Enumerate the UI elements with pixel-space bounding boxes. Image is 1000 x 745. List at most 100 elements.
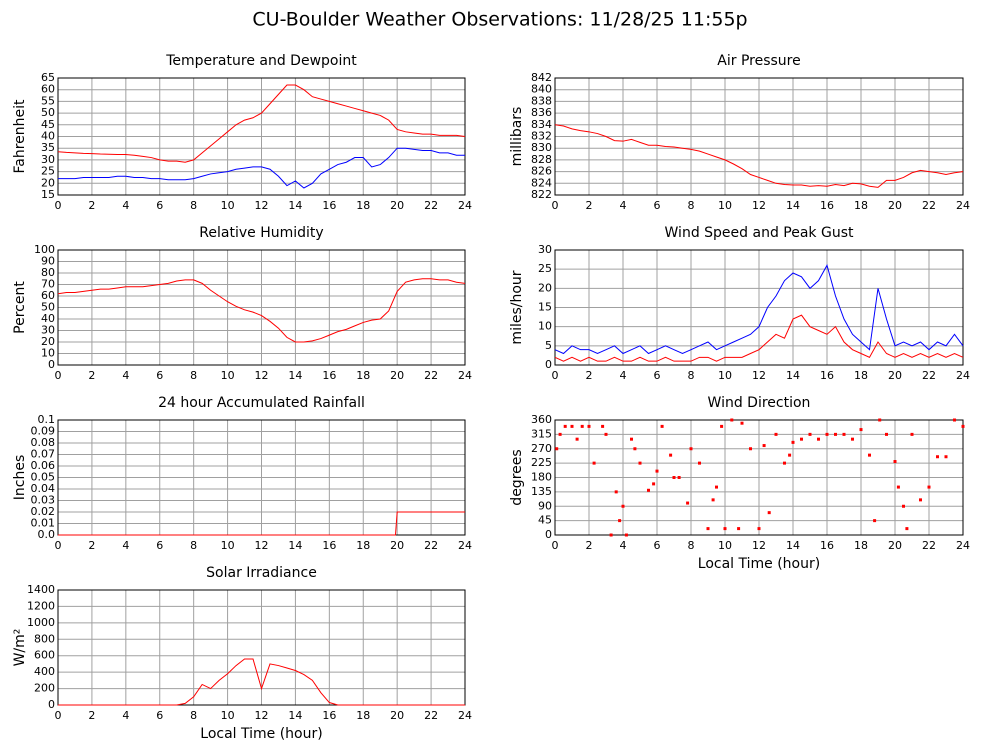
y-tick-label: 270: [531, 442, 552, 455]
x-tick-label: 18: [356, 539, 370, 552]
data-point: [677, 476, 681, 479]
x-tick-label: 6: [654, 199, 661, 212]
x-tick-label: 22: [424, 539, 438, 552]
x-tick-label: 4: [122, 539, 129, 552]
data-point: [859, 428, 863, 432]
data-point: [944, 455, 948, 459]
x-tick-label: 8: [190, 709, 197, 722]
x-tick-label: 18: [356, 709, 370, 722]
data-point: [655, 469, 659, 473]
y-tick-label: 822: [531, 188, 552, 201]
data-point: [669, 453, 673, 457]
data-line: [58, 147, 465, 189]
y-axis-label: W/m²: [12, 629, 28, 667]
data-line: [58, 658, 465, 706]
x-tick-label: 8: [688, 539, 695, 552]
x-tick-label: 8: [190, 369, 197, 382]
x-tick-label: 24: [956, 199, 970, 212]
x-tick-label: 12: [255, 199, 269, 212]
y-tick-label: 45: [41, 118, 55, 131]
x-tick-label: 2: [586, 199, 593, 212]
data-point: [817, 437, 820, 441]
data-point: [698, 461, 701, 465]
data-point: [624, 533, 628, 537]
x-axis-label: Local Time (hour): [698, 556, 820, 572]
x-tick-label: 8: [190, 199, 197, 212]
x-tick-label: 0: [55, 709, 62, 722]
x-axis-label: Local Time (hour): [200, 726, 322, 742]
x-tick-label: 4: [620, 199, 627, 212]
x-tick-label: 6: [654, 539, 661, 552]
y-tick-label: 0.1: [38, 413, 56, 426]
data-line: [57, 278, 466, 343]
y-tick-label: 1200: [27, 599, 55, 612]
y-tick-label: 20: [538, 281, 552, 294]
y-tick-label: 0.04: [31, 482, 56, 495]
x-tick-label: 4: [620, 539, 627, 552]
y-tick-label: 10: [41, 347, 55, 360]
y-tick-label: 60: [41, 83, 55, 96]
data-point: [723, 527, 727, 531]
x-tick-label: 16: [820, 369, 834, 382]
data-point: [575, 437, 579, 441]
x-tick-label: 14: [786, 369, 800, 382]
data-point: [555, 447, 559, 451]
data-point: [774, 432, 778, 436]
y-tick-label: 838: [531, 94, 552, 107]
data-point: [570, 424, 574, 428]
y-tick-label: 0: [48, 358, 55, 371]
y-tick-label: 834: [531, 118, 552, 131]
x-tick-label: 0: [55, 199, 62, 212]
data-point: [592, 461, 596, 465]
data-point: [563, 424, 567, 428]
y-tick-label: 600: [34, 649, 55, 662]
x-tick-label: 6: [654, 369, 661, 382]
data-point: [614, 490, 618, 494]
x-tick-label: 22: [922, 199, 936, 212]
y-tick-label: 1000: [27, 616, 55, 629]
x-tick-label: 8: [688, 199, 695, 212]
y-tick-label: 65: [41, 71, 55, 84]
y-tick-label: 50: [41, 106, 55, 119]
data-point: [767, 511, 771, 515]
x-tick-label: 20: [888, 199, 902, 212]
y-tick-label: 225: [531, 456, 552, 469]
data-point: [604, 432, 608, 436]
y-tick-label: 360: [531, 413, 552, 426]
data-point: [808, 432, 812, 436]
y-tick-label: 0: [545, 358, 552, 371]
data-line: [554, 314, 964, 362]
x-tick-label: 12: [255, 539, 269, 552]
x-tick-label: 20: [390, 369, 404, 382]
y-tick-label: 0.0: [38, 528, 56, 541]
data-point: [601, 424, 605, 428]
x-tick-label: 6: [156, 709, 163, 722]
y-tick-label: 100: [34, 243, 55, 256]
y-tick-label: 200: [34, 682, 55, 695]
y-tick-label: 15: [41, 188, 55, 201]
y-tick-label: 400: [34, 665, 55, 678]
plot-frame: [554, 419, 964, 536]
plot-frame: [57, 589, 466, 706]
x-tick-label: 10: [221, 539, 235, 552]
y-tick-label: 0.03: [31, 494, 56, 507]
y-tick-label: 824: [531, 176, 552, 189]
x-tick-label: 10: [718, 369, 732, 382]
x-tick-label: 24: [458, 369, 472, 382]
y-tick-label: 90: [538, 499, 552, 512]
plot-frame: [554, 77, 964, 196]
data-point: [647, 488, 650, 492]
page-title: CU-Boulder Weather Observations: 11/28/2…: [252, 9, 747, 31]
y-axis-label: millibars: [509, 107, 525, 167]
x-tick-label: 16: [820, 199, 834, 212]
x-tick-label: 12: [752, 199, 766, 212]
data-line: [554, 264, 964, 355]
x-tick-label: 0: [55, 539, 62, 552]
y-tick-label: 0.01: [31, 517, 56, 530]
x-tick-label: 10: [221, 369, 235, 382]
data-point: [689, 447, 693, 451]
x-tick-label: 0: [552, 539, 559, 552]
x-tick-label: 18: [854, 369, 868, 382]
panel-title: Air Pressure: [717, 53, 800, 69]
